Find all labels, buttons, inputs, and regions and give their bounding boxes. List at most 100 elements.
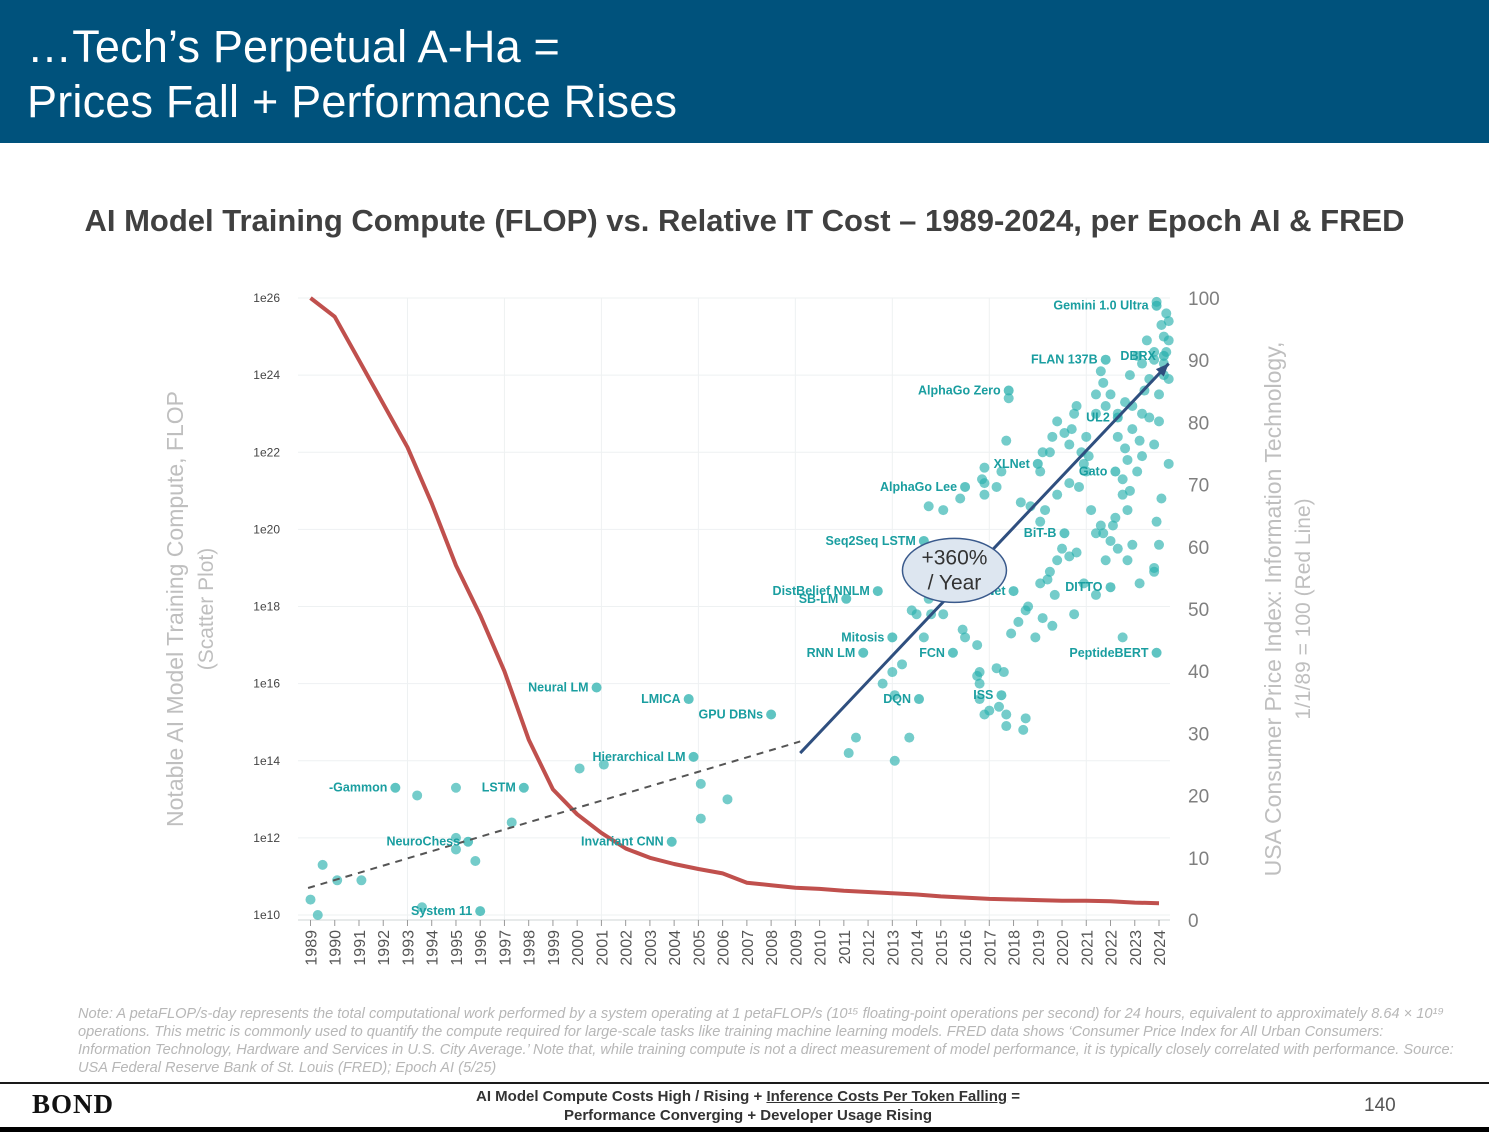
scatter-point <box>887 667 898 678</box>
x-tick-label: 2007 <box>740 930 757 966</box>
scatter-point <box>1057 543 1068 554</box>
model-label: PeptideBERT <box>1069 646 1149 660</box>
y-tick-label: 1e26 <box>253 291 280 305</box>
scatter-point <box>1020 713 1031 724</box>
model-label: Gato <box>1079 465 1108 479</box>
annotation-bubble <box>901 537 1008 604</box>
footer-caption-part-1: AI Model Compute Costs High / Rising + <box>476 1088 767 1105</box>
model-label: Invariant CNN <box>581 835 664 849</box>
y2-axis-title: USA Consumer Price Index: Information Te… <box>1260 342 1286 877</box>
scatter-point <box>1117 474 1128 485</box>
scatter-point <box>1124 485 1135 496</box>
scatter-point <box>1132 350 1143 361</box>
x-tick-label: 1998 <box>522 930 539 966</box>
y2-tick-label: 70 <box>1188 476 1209 497</box>
scatter-point <box>1095 366 1106 377</box>
scatter-point-labeled <box>518 782 529 793</box>
scatter-point <box>918 632 929 643</box>
scatter-point <box>1073 481 1084 492</box>
model-label: LSTM <box>482 781 516 795</box>
scatter-point <box>412 790 423 801</box>
scatter-point <box>972 640 983 651</box>
annotation-line-1: +360% <box>921 546 987 569</box>
model-label: AlphaGo Zero <box>918 384 1001 398</box>
scatter-point <box>1083 451 1094 462</box>
scatter-point <box>1086 505 1097 516</box>
scatter-point <box>897 659 908 670</box>
footer-caption-line-2: Performance Converging + Developer Usage… <box>563 1107 933 1124</box>
scatter-point <box>1052 555 1063 566</box>
y-tick-label: 1e10 <box>253 908 280 922</box>
brand-logo: BOND <box>32 1089 115 1119</box>
scatter-point <box>1078 458 1089 469</box>
scatter-point-labeled <box>766 709 777 720</box>
x-tick-label: 2006 <box>716 930 733 966</box>
x-tick-label: 2005 <box>691 930 708 966</box>
y-tick-label: 1e12 <box>253 831 280 845</box>
y2-tick-label: 0 <box>1188 911 1199 932</box>
scatter-point <box>722 794 733 805</box>
scatter-point <box>1090 589 1101 600</box>
x-tick-label: 2003 <box>643 930 660 966</box>
model-label: FCN <box>919 646 945 660</box>
scatter-point <box>979 489 990 500</box>
y-tick-label: 1e16 <box>253 677 280 691</box>
x-tick-label: 2000 <box>570 930 587 966</box>
scatter-point <box>598 759 609 770</box>
scatter-point-labeled <box>1059 528 1070 539</box>
model-label: GPU DBNs <box>699 707 764 721</box>
scatter-point <box>1132 466 1143 477</box>
scatter-point <box>1134 435 1145 446</box>
scatter-point <box>1149 562 1160 573</box>
scatter-point <box>972 670 983 681</box>
footer-caption: AI Model Compute Costs High / Rising + I… <box>380 1087 1116 1125</box>
scatter-point <box>938 505 949 516</box>
scatter-point <box>1042 574 1053 585</box>
scatter-point <box>1127 424 1138 435</box>
y2-tick-label: 60 <box>1188 538 1209 559</box>
model-label: RNN LM <box>807 646 856 660</box>
scatter-point <box>1040 505 1051 516</box>
x-tick-label: 1996 <box>473 930 490 966</box>
scatter-point <box>938 609 949 620</box>
x-tick-label: 2017 <box>982 930 999 966</box>
scatter-point <box>1117 632 1128 643</box>
scatter-point <box>1018 724 1029 735</box>
scatter-point <box>1015 497 1026 508</box>
scatter-point <box>1161 308 1172 319</box>
scatter-point-labeled <box>841 593 852 604</box>
scatter-point <box>1154 416 1164 427</box>
x-tick-label: 2008 <box>764 930 781 966</box>
scatter-point <box>1105 535 1116 546</box>
scatter-point <box>1037 613 1048 624</box>
scatter-point <box>904 732 915 743</box>
x-tick-label: 2011 <box>837 930 854 965</box>
model-label: NeuroChess <box>386 835 460 849</box>
model-label: Neural LM <box>528 680 588 694</box>
scatter-point <box>1120 443 1131 454</box>
scatter-point <box>317 859 328 870</box>
scatter-point <box>1122 454 1133 465</box>
scatter-point-labeled <box>887 632 898 643</box>
x-tick-label: 2010 <box>813 930 830 966</box>
scatter-point-labeled <box>1003 385 1014 396</box>
scatter-point <box>305 894 316 905</box>
scatter-point <box>1035 516 1046 527</box>
scatter-point <box>1052 416 1063 427</box>
y2-tick-label: 20 <box>1188 787 1209 808</box>
scatter-point <box>450 832 461 843</box>
footer-caption-link[interactable]: Inference Costs Per Token Falling <box>766 1088 1008 1105</box>
scatter-point <box>1023 601 1034 612</box>
model-label: FLAN 137B <box>1031 353 1098 367</box>
x-tick-label: 2015 <box>934 930 951 966</box>
scatter-point <box>1144 412 1155 423</box>
scatter-point <box>1001 709 1012 720</box>
model-label: XLNet <box>994 457 1031 471</box>
scatter-point <box>356 875 367 886</box>
x-tick-label: 2022 <box>1104 930 1121 966</box>
scatter-point <box>1141 335 1152 346</box>
scatter-point-labeled <box>872 586 883 597</box>
footer-divider <box>0 1082 1489 1084</box>
scatter-point <box>1105 389 1116 400</box>
y2-tick-label: 40 <box>1188 662 1209 683</box>
